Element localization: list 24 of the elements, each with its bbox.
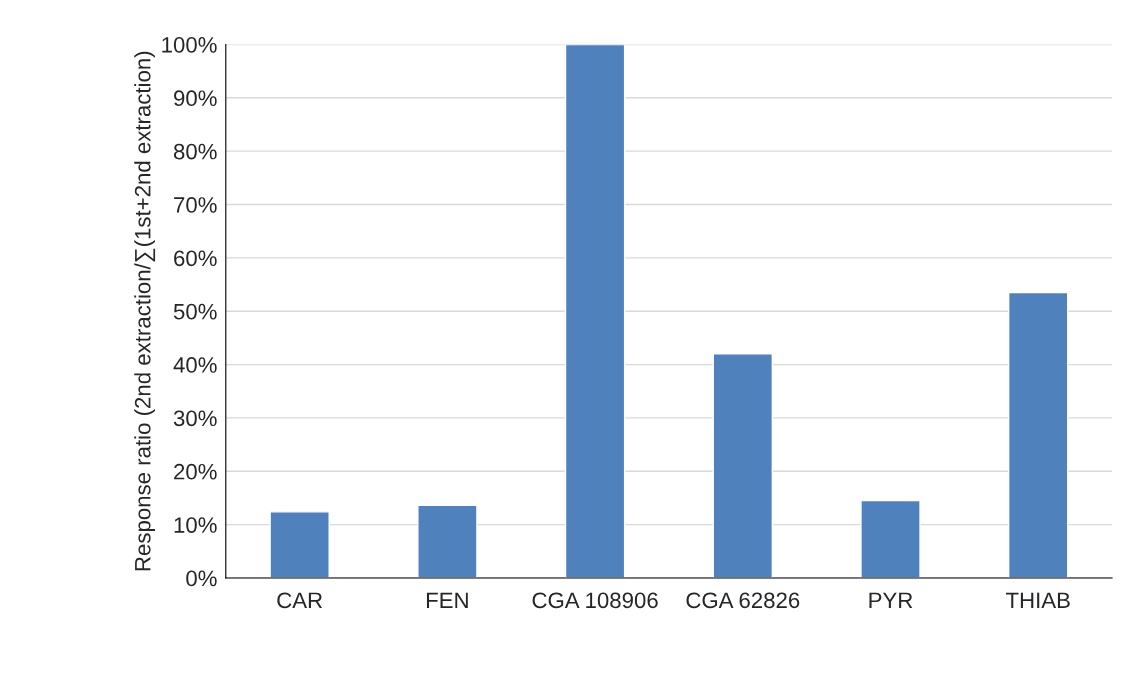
x-tick-label: CGA 62826 (686, 592, 800, 609)
y-tick-label: 10% (174, 517, 217, 533)
y-tick-label: 80% (173, 143, 217, 160)
x-tick-label: PYR (869, 592, 913, 608)
y-tick-label: 90% (174, 90, 217, 107)
x-tick-label: THIAB (1005, 592, 1070, 608)
x-tick-label: CGA 108906 (532, 592, 658, 609)
bar (417, 504, 478, 578)
y-tick-label: 0% (186, 570, 217, 587)
x-tick-label: FEN (426, 592, 468, 608)
y-tick-label: 100% (162, 36, 217, 53)
y-tick-label: 30% (173, 410, 217, 427)
y-tick-label: 50% (173, 303, 217, 320)
bar (269, 511, 330, 578)
y-tick-label: 20% (174, 463, 217, 480)
y-tick-label: 40% (173, 357, 217, 373)
bar (1007, 291, 1069, 578)
bar (712, 353, 774, 578)
x-tick-label: CAR (277, 592, 323, 609)
y-tick-label: 70% (174, 197, 217, 213)
bar (860, 499, 921, 578)
y-axis-title: Response ratio (2nd extraction/∑(1st+2nd extraction) (134, 51, 156, 571)
bar (564, 44, 626, 578)
y-tick-label: 60% (174, 250, 217, 267)
